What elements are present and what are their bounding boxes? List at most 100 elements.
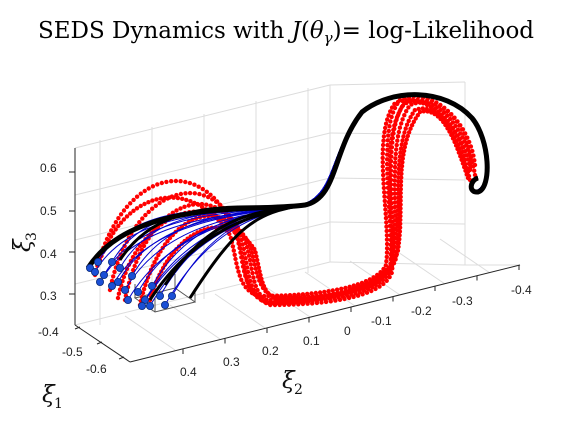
demo-point — [250, 254, 256, 259]
demo-point — [395, 138, 400, 143]
demo-point — [252, 279, 257, 284]
demo-point — [389, 223, 394, 229]
demo-point — [382, 198, 387, 204]
demo-point — [164, 179, 169, 185]
demo-point — [374, 275, 380, 280]
demo-point — [384, 241, 390, 247]
demo-point — [467, 165, 473, 171]
demo-point — [146, 200, 151, 205]
demo-point — [399, 175, 404, 180]
demo-point — [317, 294, 322, 300]
streamline — [163, 93, 489, 286]
demo-point — [421, 109, 426, 114]
demo-point — [108, 234, 114, 239]
demo-point — [442, 115, 448, 120]
demo-point — [180, 196, 185, 201]
demo-point — [126, 262, 132, 267]
grid-line — [304, 271, 356, 307]
demo-point — [399, 163, 405, 169]
demo-point — [396, 111, 401, 116]
demo-point — [118, 212, 124, 217]
demo-point — [405, 133, 410, 139]
initial-point — [96, 277, 105, 286]
demo-point — [249, 288, 254, 293]
demo-point — [380, 151, 385, 156]
demo-point — [408, 115, 413, 120]
y-tick-label: -0.4 — [511, 283, 532, 297]
demo-point — [389, 263, 394, 268]
demo-point — [206, 194, 211, 200]
demo-point — [234, 261, 239, 266]
initial-point — [108, 281, 117, 290]
demo-point — [214, 199, 219, 204]
demo-point — [320, 294, 326, 299]
demo-point — [457, 137, 462, 142]
demo-point — [131, 208, 136, 213]
demo-point — [350, 286, 356, 292]
initial-point — [155, 291, 164, 300]
demo-point — [364, 280, 370, 286]
demo-point — [389, 105, 395, 110]
demo-point — [392, 195, 397, 201]
demo-point — [150, 206, 155, 211]
demo-point — [382, 190, 387, 195]
demo-point — [398, 194, 403, 200]
demo-point — [305, 291, 310, 297]
demo-point — [178, 206, 183, 211]
demo-point — [178, 179, 183, 184]
demo-point — [287, 293, 293, 298]
demo-point — [357, 284, 363, 289]
demo-point — [398, 198, 403, 203]
demo-point — [398, 183, 404, 188]
demo-point — [445, 118, 450, 124]
initial-point — [114, 277, 123, 286]
demo-point — [263, 287, 268, 292]
demo-point — [238, 246, 243, 251]
demo-point — [401, 152, 406, 157]
svg-text:ξ: ξ — [10, 238, 36, 252]
demo-point — [398, 213, 403, 219]
demo-point — [384, 237, 390, 242]
demo-point — [394, 147, 399, 152]
demo-point — [361, 288, 367, 293]
demo-point — [275, 296, 280, 302]
demo-point — [116, 291, 122, 296]
demo-point — [239, 277, 244, 282]
demo-point — [401, 148, 407, 154]
demo-point — [258, 272, 263, 278]
demo-point — [397, 229, 403, 234]
demo-point — [463, 135, 468, 141]
demo-point — [399, 171, 404, 176]
demo-point — [392, 123, 397, 128]
demo-point — [369, 288, 374, 294]
demo-point — [184, 197, 189, 203]
demo-point — [255, 287, 260, 293]
demo-point — [396, 244, 401, 249]
demo-point — [187, 180, 193, 186]
initial-point — [167, 291, 176, 300]
y-tick-label: 0 — [344, 324, 351, 338]
demo-point — [347, 284, 352, 289]
demo-point — [438, 116, 443, 122]
demo-point — [204, 189, 209, 194]
demo-point — [400, 103, 406, 108]
demo-point — [395, 134, 401, 139]
y-tick-label: -0.3 — [452, 294, 473, 308]
demo-point — [404, 109, 409, 114]
demo-point — [381, 134, 387, 139]
demo-point — [336, 295, 341, 300]
series-streamlines — [85, 92, 490, 301]
demo-point — [274, 293, 280, 298]
demo-point — [392, 173, 397, 179]
demo-point — [251, 275, 256, 280]
demo-point — [135, 247, 140, 252]
demo-point — [397, 125, 403, 130]
grid-line — [169, 304, 221, 340]
demo-point — [432, 106, 438, 112]
demo-point — [239, 254, 245, 260]
demo-point — [463, 168, 468, 173]
demo-point — [279, 293, 284, 298]
demo-point — [137, 220, 142, 225]
demo-point — [397, 233, 402, 238]
demo-point — [240, 259, 246, 264]
